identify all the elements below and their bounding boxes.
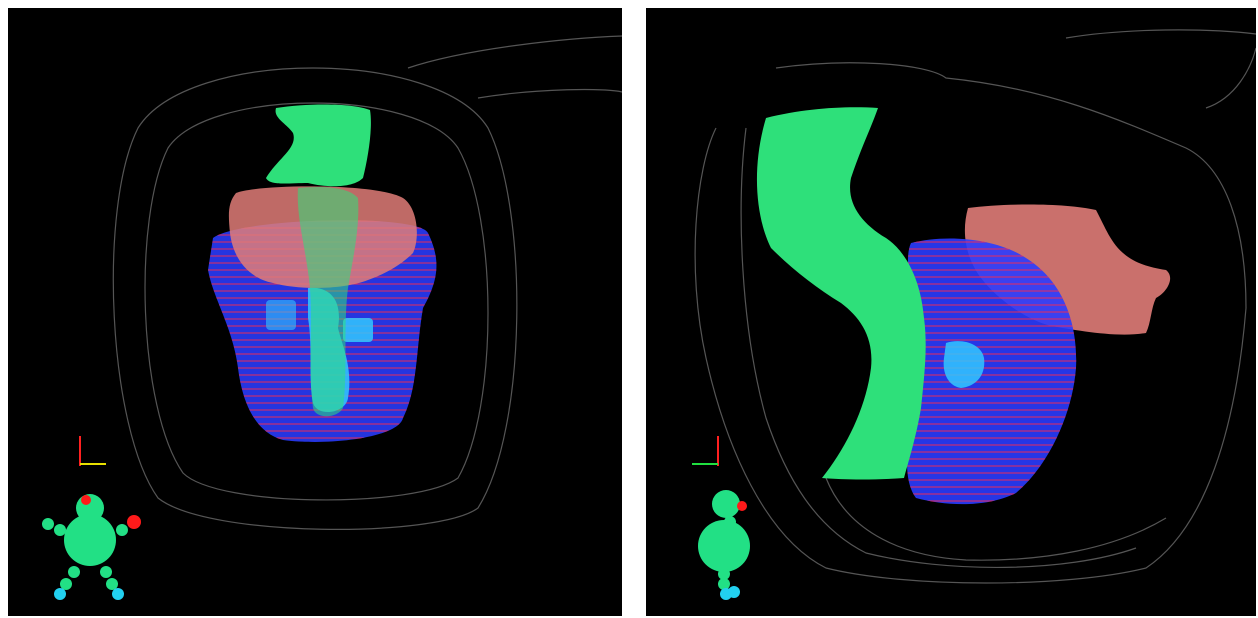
- green-structure: [266, 104, 371, 417]
- body-outline: [112, 35, 622, 530]
- orientation-figure-icon[interactable]: [42, 494, 141, 600]
- cyan-structure: [943, 341, 985, 388]
- body-outline: [694, 29, 1256, 584]
- axis-triad-icon: [692, 436, 719, 466]
- axis-triad-icon: [79, 436, 106, 466]
- render-right: [692, 29, 1256, 600]
- orientation-figure-icon[interactable]: [698, 490, 750, 600]
- render-left: [42, 35, 622, 600]
- viewport-right[interactable]: [646, 8, 1256, 616]
- blue-structure: [907, 238, 1077, 505]
- green-structure: [756, 107, 926, 480]
- viewport-left[interactable]: [8, 8, 622, 616]
